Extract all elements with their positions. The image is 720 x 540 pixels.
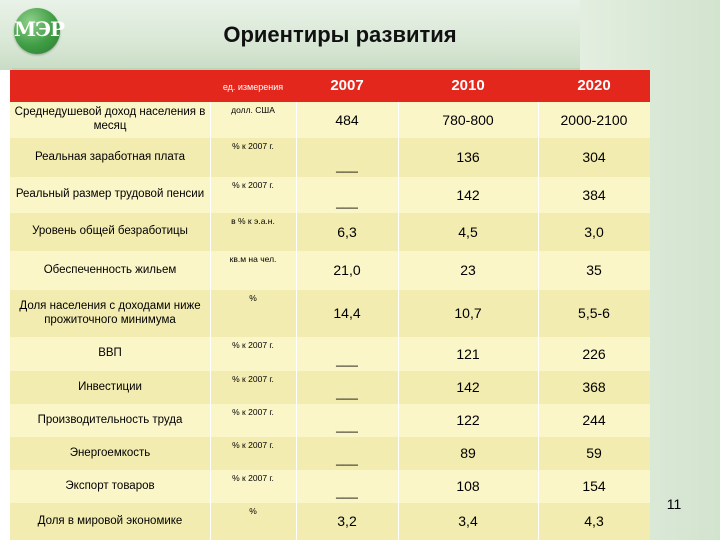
- page-title: Ориентиры развития: [223, 22, 457, 47]
- row-unit: % к 2007 г.: [232, 141, 274, 151]
- row-value-2020: 384: [582, 186, 606, 203]
- logo-text: МЭР: [14, 17, 65, 41]
- row-label: Инвестиции: [78, 380, 142, 393]
- row-value-2010: 142: [456, 379, 480, 396]
- row-value-2020: 3,0: [584, 223, 604, 240]
- row-label: Уровень общей безработицы: [32, 225, 188, 238]
- row-unit: % к 2007 г.: [232, 440, 274, 450]
- column-header-year: 2010: [451, 77, 485, 95]
- row-value-2007: ___: [336, 157, 358, 173]
- row-unit: %: [249, 506, 257, 516]
- row-label: Среднедушевой доход населения в месяц: [14, 106, 206, 132]
- row-label: Реальная заработная плата: [34, 150, 186, 163]
- row-value-2010: 89: [460, 445, 476, 462]
- row-unit: в % к э.а.н.: [231, 216, 275, 226]
- row-value-2020: 5,5-6: [578, 305, 610, 322]
- row-value-2007: ___: [336, 384, 358, 400]
- column-separator: [210, 102, 211, 540]
- row-value-2010: 23: [460, 262, 476, 279]
- row-value-2007: ___: [336, 483, 358, 499]
- row-value-2020: 35: [586, 262, 602, 279]
- row-value-2010: 3,4: [458, 513, 478, 530]
- row-stripe: [10, 437, 650, 470]
- row-value-2010: 142: [456, 186, 480, 203]
- row-label: Обеспеченность жильем: [43, 263, 177, 276]
- row-value-2020: 154: [582, 478, 606, 495]
- row-unit: долл. США: [231, 105, 275, 115]
- row-value-2010: 108: [456, 478, 480, 495]
- row-value-2020: 2000-2100: [560, 111, 628, 128]
- row-label: Энергоемкость: [69, 446, 151, 459]
- row-value-2007: 21,0: [333, 262, 361, 279]
- table-header-row: [10, 70, 650, 102]
- row-value-2010: 780-800: [442, 111, 494, 128]
- row-stripe: [10, 138, 650, 177]
- row-value-2010: 136: [456, 149, 480, 166]
- column-separator: [398, 102, 399, 540]
- column-separator: [538, 102, 539, 540]
- row-value-2007: 484: [335, 111, 359, 128]
- row-label: Доля в мировой экономике: [37, 514, 183, 527]
- row-stripe: [10, 290, 650, 337]
- row-value-2007: ___: [336, 351, 358, 367]
- row-stripe: [10, 503, 650, 540]
- row-value-2007: ___: [336, 417, 358, 433]
- row-label: Производительность труда: [37, 413, 183, 426]
- row-unit: % к 2007 г.: [232, 407, 274, 417]
- row-label: Экспорт товаров: [65, 479, 155, 492]
- row-value-2020: 59: [586, 445, 602, 462]
- column-header-year: 2007: [330, 77, 364, 95]
- row-value-2010: 121: [456, 345, 480, 362]
- row-value-2007: ___: [336, 193, 358, 209]
- row-label: Реальный размер трудовой пенсии: [15, 188, 205, 201]
- row-value-2010: 4,5: [458, 223, 478, 240]
- row-label: ВВП: [98, 347, 122, 360]
- row-value-2007: ___: [336, 450, 358, 466]
- column-header-year: 2020: [577, 77, 611, 95]
- row-value-2010: 122: [456, 412, 480, 429]
- row-value-2020: 244: [582, 412, 606, 429]
- row-unit: % к 2007 г.: [232, 473, 274, 483]
- row-value-2007: 6,3: [337, 223, 357, 240]
- page-number: 11: [666, 496, 682, 512]
- row-stripe: [10, 371, 650, 404]
- row-value-2020: 226: [582, 345, 606, 362]
- row-unit: % к 2007 г.: [232, 374, 274, 384]
- row-unit: %: [249, 293, 257, 303]
- row-unit: % к 2007 г.: [232, 340, 274, 350]
- row-value-2007: 14,4: [333, 305, 361, 322]
- column-header-unit: ед. измерения: [222, 81, 284, 92]
- row-label: Доля населения с доходами ниже прожиточн…: [19, 299, 201, 326]
- row-value-2010: 10,7: [454, 305, 482, 322]
- row-value-2020: 304: [582, 149, 606, 166]
- header-band: [0, 0, 580, 70]
- row-stripe: [10, 213, 650, 251]
- logo-icon: МЭР: [14, 8, 65, 54]
- row-value-2007: 3,2: [337, 513, 357, 530]
- row-unit: кв.м на чел.: [229, 254, 277, 264]
- row-value-2020: 4,3: [584, 513, 604, 530]
- row-value-2020: 368: [582, 379, 606, 396]
- row-unit: % к 2007 г.: [232, 180, 274, 190]
- column-separator: [296, 102, 297, 540]
